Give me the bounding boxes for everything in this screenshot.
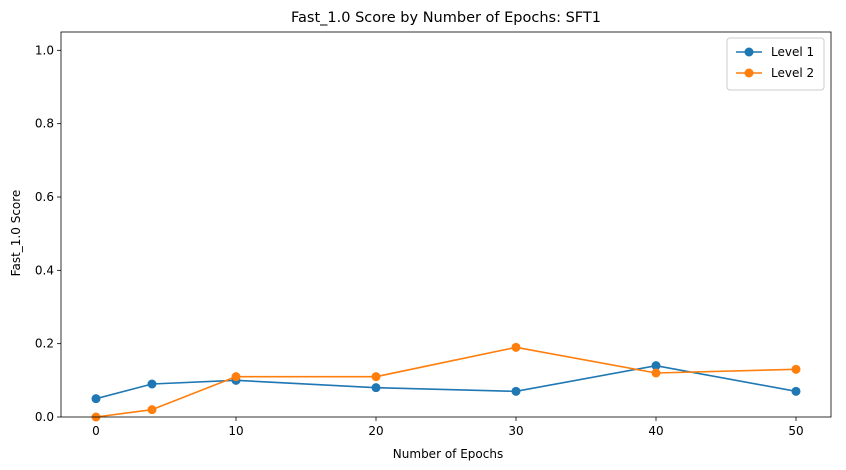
data-point-1 xyxy=(511,386,521,396)
data-point-1 xyxy=(791,386,801,396)
x-tick-label: 10 xyxy=(228,424,243,438)
y-tick-label: 1.0 xyxy=(35,43,54,57)
legend: Level 1 Level 2 xyxy=(726,37,825,91)
axes-frame xyxy=(60,31,832,418)
y-axis-label: Fast_1.0 Score xyxy=(9,190,23,277)
y-tick-label: 0.2 xyxy=(35,337,54,351)
y-tick-label: 0.6 xyxy=(35,190,54,204)
data-point-1 xyxy=(371,383,381,393)
data-point-2 xyxy=(651,368,661,378)
data-point-1 xyxy=(91,394,101,404)
chart-title: Fast_1.0 Score by Number of Epochs: SFT1 xyxy=(291,10,601,26)
legend-marker-1 xyxy=(744,47,754,57)
data-point-2 xyxy=(231,372,241,382)
data-point-1 xyxy=(651,361,661,371)
x-tick-label: 40 xyxy=(648,424,663,438)
series-line-1 xyxy=(95,364,797,400)
data-point-2 xyxy=(371,372,381,382)
y-tick-label: 0.4 xyxy=(35,263,54,277)
legend-marker-2 xyxy=(744,68,754,78)
legend-label-1: Level 1 xyxy=(771,45,814,59)
data-point-1 xyxy=(147,379,157,389)
y-tick-label: 0.8 xyxy=(35,117,54,131)
data-point-2 xyxy=(791,364,801,374)
legend-label-2: Level 2 xyxy=(771,66,814,80)
x-tick-label: 30 xyxy=(508,424,523,438)
data-point-2 xyxy=(147,405,157,415)
x-axis-label: Number of Epochs xyxy=(393,447,503,461)
plot-area: 0 10 20 30 40 50 0.0 0.2 0.4 0.6 0.8 1.0 xyxy=(35,31,832,438)
y-tick-label: 0.0 xyxy=(35,410,54,424)
x-tick-label: 50 xyxy=(788,424,803,438)
data-point-2 xyxy=(511,342,521,352)
x-tick-label: 0 xyxy=(92,424,100,438)
x-tick-label: 20 xyxy=(368,424,383,438)
